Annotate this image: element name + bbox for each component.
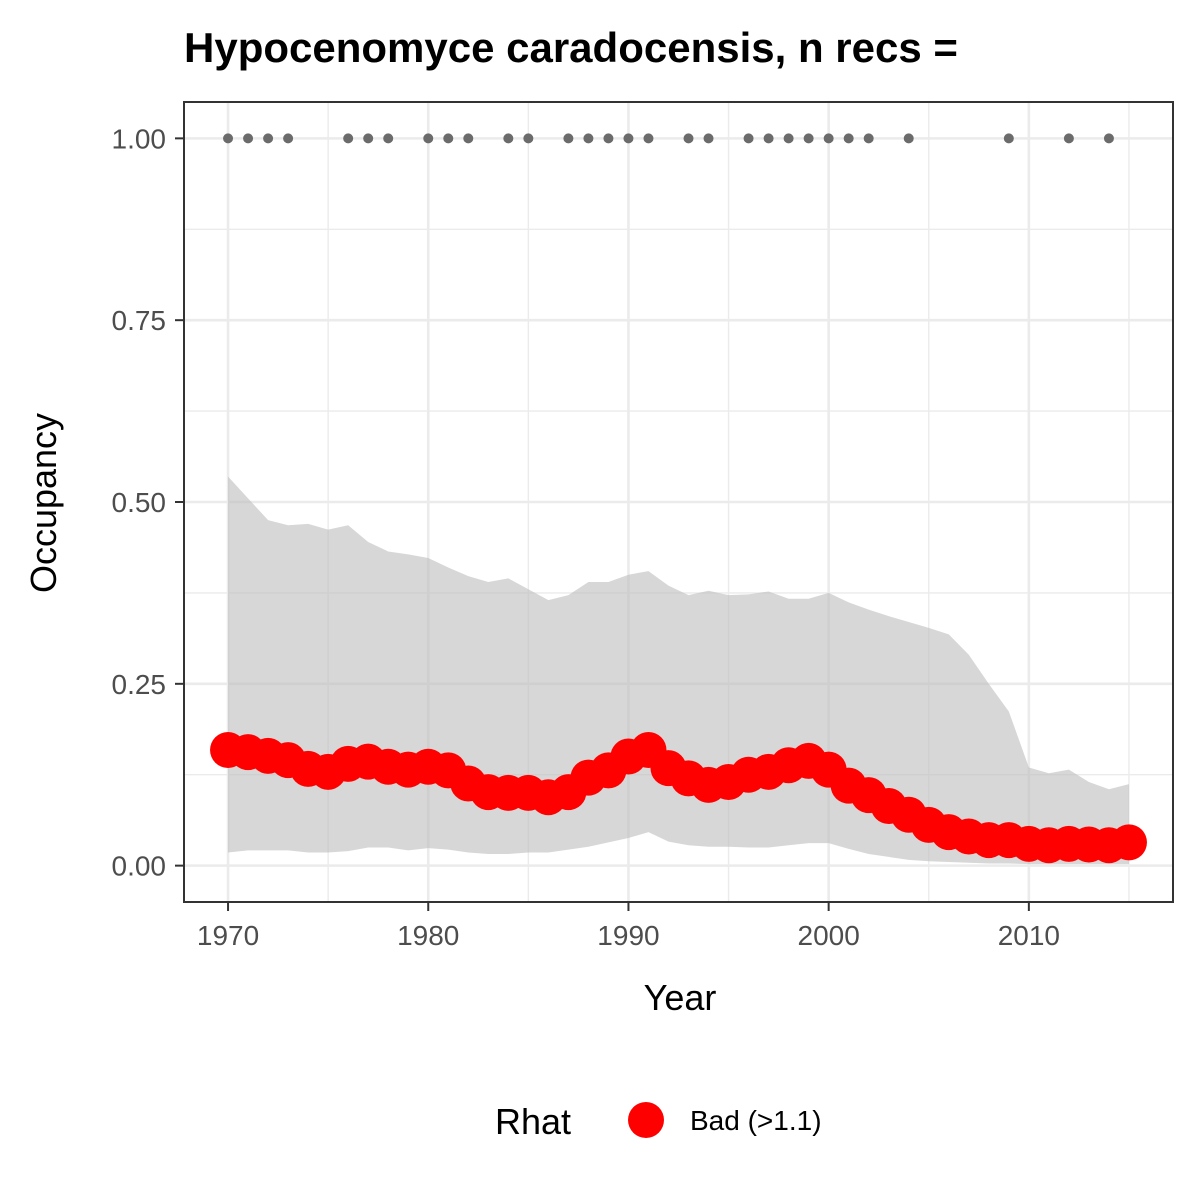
x-tick-label: 1980 [397, 920, 459, 951]
record-point [743, 133, 754, 144]
record-point [823, 133, 834, 144]
record-point [503, 133, 514, 144]
record-point [863, 133, 874, 144]
legend-title: Rhat [495, 1101, 571, 1142]
record-point [583, 133, 594, 144]
record-point [1103, 133, 1114, 144]
x-tick-label: 2000 [798, 920, 860, 951]
record-point [283, 133, 294, 144]
record-point [383, 133, 394, 144]
x-tick-label: 2010 [998, 920, 1060, 951]
chart-title: Hypocenomyce caradocensis, n recs = [184, 24, 958, 71]
record-point [223, 133, 234, 144]
x-axis-title: Year [644, 977, 717, 1018]
y-tick-label: 0.00 [112, 851, 167, 882]
legend-label: Bad (>1.1) [690, 1105, 822, 1136]
record-point [603, 133, 614, 144]
record-point [423, 133, 434, 144]
y-tick-label: 0.25 [112, 669, 167, 700]
records-layer [223, 133, 1114, 144]
legend: Rhat Bad (>1.1) [495, 1101, 822, 1142]
x-tick-label: 1990 [597, 920, 659, 951]
record-point [363, 133, 374, 144]
record-point [903, 133, 914, 144]
mean-points-layer [210, 732, 1147, 864]
record-point [523, 133, 534, 144]
y-tick-label: 1.00 [112, 123, 167, 154]
y-tick-label: 0.75 [112, 305, 167, 336]
x-tick-label: 1970 [197, 920, 259, 951]
record-point [683, 133, 694, 144]
record-point [783, 133, 794, 144]
record-point [463, 133, 474, 144]
record-point [843, 133, 854, 144]
record-point [1003, 133, 1014, 144]
record-point [623, 133, 634, 144]
record-point [443, 133, 454, 144]
record-point [263, 133, 274, 144]
y-tick-label: 0.50 [112, 487, 167, 518]
record-point [243, 133, 254, 144]
y-axis-title: Occupancy [23, 413, 64, 593]
mean-point [1110, 824, 1147, 861]
record-point [703, 133, 714, 144]
axes-layer: 1970 1980 1990 2000 2010 0.00 0.25 0.50 0.75 1.00 [112, 123, 1061, 951]
record-point [803, 133, 814, 144]
legend-key-dot [628, 1102, 664, 1138]
record-point [343, 133, 354, 144]
record-point [1063, 133, 1074, 144]
record-point [563, 133, 574, 144]
record-point [643, 133, 654, 144]
record-point [763, 133, 774, 144]
